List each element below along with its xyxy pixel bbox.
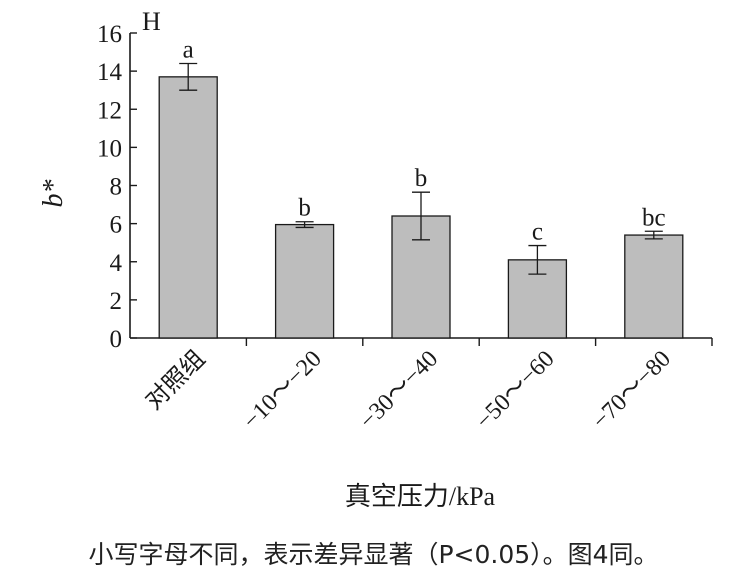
significance-letter: b [415,165,428,192]
significance-letter: b [298,195,311,222]
bar [274,223,335,339]
y-tick-label: 4 [110,250,123,277]
y-tick-label: 16 [97,21,122,48]
y-tick-label: 0 [110,326,123,353]
x-tick-labels: 对照组 −10～−20 −30～−40 −50～−60 −70～−80 [140,345,676,434]
bar [391,215,451,339]
x-tick-label: −70～−80 [588,346,676,434]
panel-label: H [142,7,161,36]
x-tick-label: −30～−40 [355,346,443,434]
x-axis-label: 真空压力/kPa [345,482,496,511]
significance-letter: bc [642,204,666,231]
figure-caption: 小写字母不同，表示差异显著（P<0.05）。图4同。 [88,540,659,569]
y-tick-label: 6 [110,212,123,239]
bar [158,76,218,339]
x-tick-label: −10～−20 [238,346,326,434]
y-tick-label: 12 [97,97,122,124]
bar [624,234,684,339]
y-axis-label: b* [38,180,69,208]
y-tick-label: 14 [97,59,123,86]
y-tick-labels: 0 2 4 6 8 10 12 14 16 [97,21,123,353]
y-tick-label: 10 [97,135,122,162]
y-tick-label: 2 [110,288,123,315]
axes [129,32,713,346]
x-tick-label: 对照组 [140,345,210,415]
significance-letter: a [183,37,194,64]
error-bars-group [179,62,663,275]
x-tick-label: −50～−60 [471,346,559,434]
y-tick-label: 8 [110,174,123,201]
significance-letter: c [532,219,543,246]
